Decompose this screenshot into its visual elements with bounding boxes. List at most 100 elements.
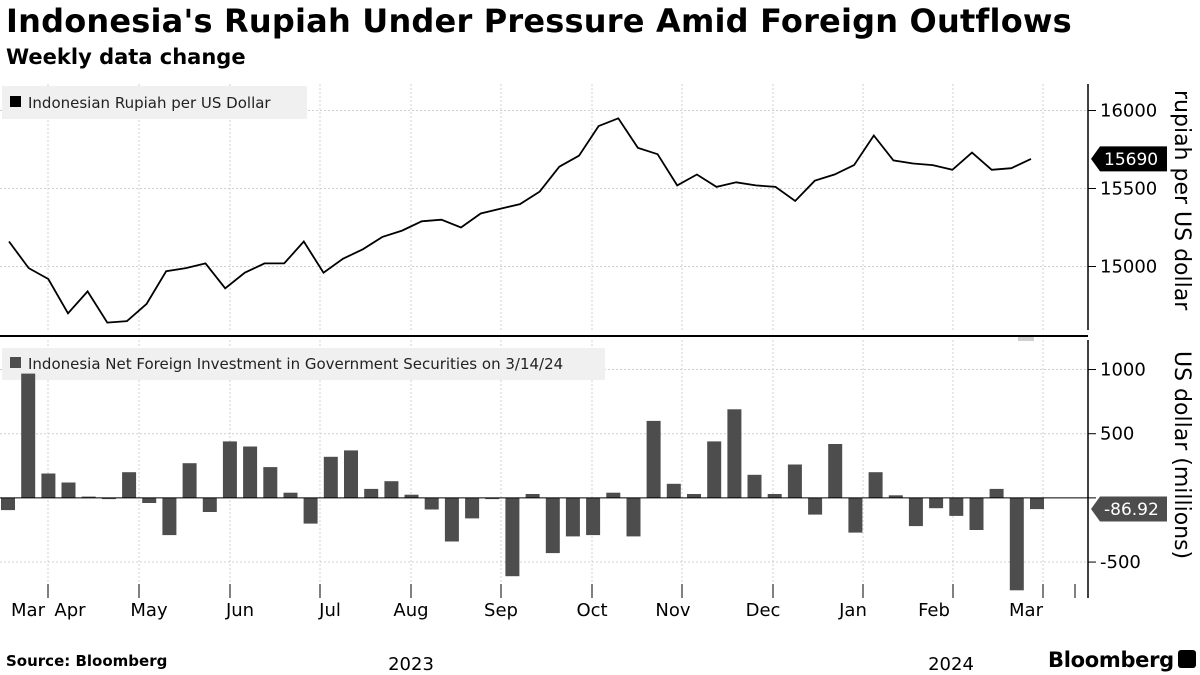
x-axis-month-label: Aug [393, 600, 428, 621]
bar [646, 420, 661, 498]
bottom-legend-swatch [10, 357, 21, 368]
y-tick-label: 15000 [1100, 256, 1157, 277]
bar [162, 497, 177, 536]
bar [929, 497, 944, 509]
bottom-legend: Indonesia Net Foreign Investment in Gove… [2, 348, 605, 380]
bar [787, 464, 802, 498]
bar [21, 373, 36, 498]
bar [1030, 497, 1044, 510]
x-axis-month-label: Mar [1009, 600, 1044, 621]
bar [384, 481, 399, 498]
bar [606, 492, 621, 498]
x-axis-month-label: Jul [318, 600, 341, 621]
bottom-legend-label: Indonesia Net Foreign Investment in Gove… [28, 355, 563, 373]
x-axis-month-label: Jan [838, 600, 867, 621]
top-legend: Indonesian Rupiah per US Dollar [2, 86, 307, 119]
bar [989, 488, 1004, 498]
x-axis-month-labels: Mar Apr May Jun Jul Aug Sep Oct Nov Dec Jan Feb Mar [11, 600, 1044, 621]
bar [888, 495, 903, 498]
bottom-y-axis-title: US dollar (millions) [1169, 351, 1194, 559]
bar [828, 444, 843, 498]
bar [525, 494, 540, 498]
bar [81, 496, 96, 498]
bar [505, 497, 520, 577]
bar [626, 497, 641, 537]
top-legend-label: Indonesian Rupiah per US Dollar [28, 94, 271, 112]
bar [747, 474, 762, 498]
bar [364, 488, 379, 498]
x-axis-month-label: Oct [576, 600, 607, 621]
bar [485, 497, 500, 500]
bottom-y-ticks: -500 500 1000 [1088, 360, 1146, 573]
x-axis-month-label: Dec [746, 600, 781, 621]
bloomberg-logo: Bloomberg [1048, 648, 1174, 672]
x-axis-month-label: Nov [655, 600, 690, 621]
bar [41, 473, 56, 498]
x-axis-year-2023: 2023 [388, 654, 434, 675]
callout-bottom-shape [1091, 496, 1167, 522]
bar [848, 497, 863, 533]
bar [969, 497, 984, 530]
last-value-callout-top: 15690 [1091, 146, 1167, 172]
chart-title: Indonesia's Rupiah Under Pressure Amid F… [6, 2, 1072, 40]
bar [444, 497, 459, 542]
bar [808, 497, 823, 515]
x-axis-month-label: Mar [11, 600, 46, 621]
rupiah-line [8, 117, 1032, 324]
bar [101, 497, 116, 500]
x-axis-month-label: May [130, 600, 168, 621]
chart-subtitle: Weekly data change [6, 45, 246, 69]
bar [949, 497, 964, 516]
y-tick-label: 16000 [1100, 101, 1157, 122]
top-legend-background [2, 86, 307, 119]
bar [323, 456, 338, 498]
panel-resize-handle[interactable] [1018, 337, 1034, 341]
x-axis-month-label: Feb [918, 600, 950, 621]
callout-top-shape [1091, 146, 1167, 172]
bar [263, 467, 278, 498]
bar [545, 497, 560, 554]
x-axis-year-2024: 2024 [928, 654, 974, 675]
y-tick-label: 1000 [1100, 360, 1146, 381]
bar [122, 472, 137, 498]
bar [586, 497, 601, 536]
bar [142, 497, 157, 503]
bar [182, 463, 197, 498]
callout-top-value: 15690 [1104, 150, 1158, 170]
x-axis-month-label: Sep [484, 600, 518, 621]
bar [1, 497, 15, 511]
bar [1009, 497, 1024, 591]
bar [303, 497, 318, 524]
last-value-callout-bottom: -86.92 [1091, 496, 1167, 522]
x-axis-month-label: Jun [225, 600, 254, 621]
bar [868, 472, 883, 498]
x-axis-month-label: Apr [54, 600, 86, 621]
top-legend-swatch [10, 96, 21, 107]
bar [404, 494, 419, 498]
y-tick-label: -500 [1100, 552, 1141, 573]
x-axis-ticks [47, 584, 1076, 598]
source-note: Source: Bloomberg [6, 652, 168, 670]
bar [565, 497, 580, 537]
top-y-axis-title: rupiah per US dollar [1169, 90, 1194, 311]
bar [344, 450, 358, 498]
bar [243, 446, 258, 498]
bar [707, 441, 722, 498]
bar [727, 409, 742, 498]
bar [465, 497, 480, 519]
bottom-legend-background [2, 348, 605, 380]
bar [222, 441, 237, 498]
bar [424, 497, 439, 510]
bar [767, 494, 782, 498]
bar [283, 492, 298, 498]
bloomberg-logo-icon [1178, 650, 1196, 668]
y-tick-label: 500 [1100, 424, 1134, 445]
bar [908, 497, 923, 527]
callout-bottom-value: -86.92 [1104, 500, 1159, 520]
bar [61, 482, 76, 498]
bar-series [1, 373, 1044, 591]
y-tick-label: 15500 [1100, 179, 1157, 200]
bar [202, 497, 217, 512]
top-y-ticks: 15000 15500 16000 [1088, 101, 1157, 277]
